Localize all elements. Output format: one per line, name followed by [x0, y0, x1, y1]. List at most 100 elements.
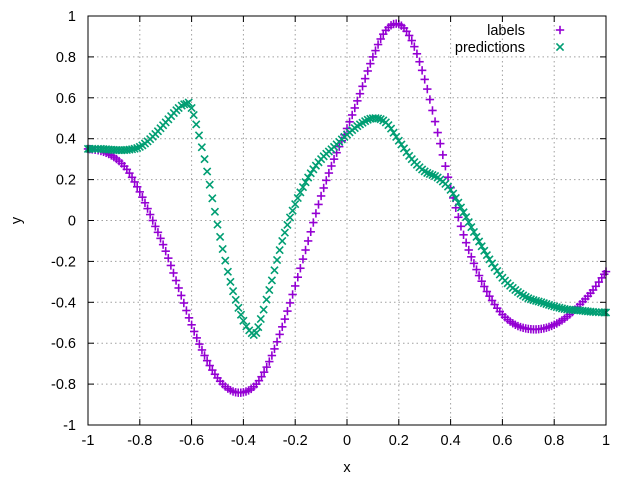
grid [88, 16, 606, 425]
data-point [288, 206, 297, 215]
data-point [368, 52, 378, 62]
data-point [291, 281, 300, 291]
data-point [480, 246, 489, 255]
data-point [285, 298, 295, 308]
data-point [358, 82, 367, 91]
data-point [296, 264, 305, 273]
data-point [477, 276, 486, 286]
data-point [254, 322, 263, 332]
series-predictions [83, 98, 611, 340]
data-point [177, 291, 186, 300]
data-point [482, 287, 492, 296]
legend-marker-symbol [555, 42, 565, 52]
data-point [288, 290, 297, 299]
data-point [451, 193, 460, 203]
data-point [373, 40, 383, 49]
data-point [423, 84, 432, 94]
data-point [534, 297, 543, 306]
data-point [275, 245, 284, 255]
data-point [399, 144, 409, 153]
data-point [200, 351, 209, 360]
data-point [472, 232, 481, 241]
data-point [265, 285, 274, 295]
data-point [171, 276, 181, 285]
data-point [329, 154, 339, 164]
data-point [600, 308, 609, 317]
data-point [454, 213, 463, 222]
data-point [467, 222, 476, 232]
data-point [194, 131, 204, 140]
legend-marker-labels [555, 25, 565, 35]
data-point [296, 188, 305, 197]
data-point [161, 246, 170, 256]
data-point [347, 110, 357, 120]
x-tick-label: -0.2 [283, 433, 308, 449]
data-point [140, 198, 150, 207]
data-point [125, 168, 134, 178]
data-point [180, 100, 189, 109]
x-axis-label: x [343, 460, 351, 476]
data-point [467, 252, 476, 262]
data-point [202, 356, 212, 365]
x-tick-label: 0.8 [544, 433, 564, 449]
data-point [218, 244, 227, 254]
data-point [278, 322, 287, 332]
data-point [428, 106, 437, 115]
x-tick-label: -1 [82, 433, 95, 449]
data-point [259, 367, 269, 377]
y-tick-label: 0.8 [56, 50, 76, 66]
data-point [594, 277, 604, 287]
data-point [537, 298, 546, 307]
data-point [130, 144, 139, 153]
data-point [259, 305, 268, 314]
data-point [164, 253, 173, 263]
data-point [480, 282, 489, 291]
y-tick-label: 0.6 [56, 91, 76, 107]
data-point [135, 187, 144, 197]
data-point [327, 161, 336, 171]
data-point [236, 310, 246, 319]
data-point [179, 298, 189, 308]
data-point [303, 236, 313, 246]
axis-ticks: -1 -0.8 -0.6 -0.4 -0.2 0 0.2 0.4 0.6 0.8 1 -1 -0.8 -0… [51, 9, 610, 449]
data-point [231, 295, 240, 305]
y-tick-label: 0 [68, 214, 76, 230]
data-point [205, 180, 214, 189]
y-axis-label: y [9, 216, 25, 224]
data-point [487, 259, 497, 268]
data-point [223, 267, 232, 276]
data-point [456, 222, 466, 231]
data-point [187, 320, 196, 329]
data-point [397, 140, 406, 149]
data-point [456, 203, 466, 212]
data-point [257, 372, 266, 381]
y-tick-label: 1 [68, 9, 76, 25]
data-point [166, 261, 176, 270]
legend-marker-symbol [555, 25, 565, 35]
data-point [252, 328, 261, 338]
data-point [234, 303, 243, 312]
data-point [430, 117, 440, 126]
data-point [148, 216, 157, 225]
data-point [184, 313, 194, 323]
legend: labels predictions [455, 23, 565, 56]
data-point [145, 210, 155, 219]
data-point [133, 182, 142, 192]
x-tick-label: -0.4 [231, 433, 256, 449]
data-point [477, 242, 486, 251]
x-tick-label: 0 [343, 433, 351, 449]
data-point [366, 59, 375, 68]
data-point [275, 330, 284, 339]
data-point [182, 306, 191, 315]
data-point [485, 255, 494, 264]
data-point [539, 298, 548, 308]
data-point [459, 230, 468, 240]
data-point [443, 173, 453, 182]
data-point [158, 240, 168, 249]
data-point [407, 36, 416, 45]
data-point [187, 103, 196, 113]
data-point [454, 198, 463, 207]
data-point [270, 344, 279, 354]
data-point [353, 96, 362, 106]
data-point [314, 200, 323, 209]
